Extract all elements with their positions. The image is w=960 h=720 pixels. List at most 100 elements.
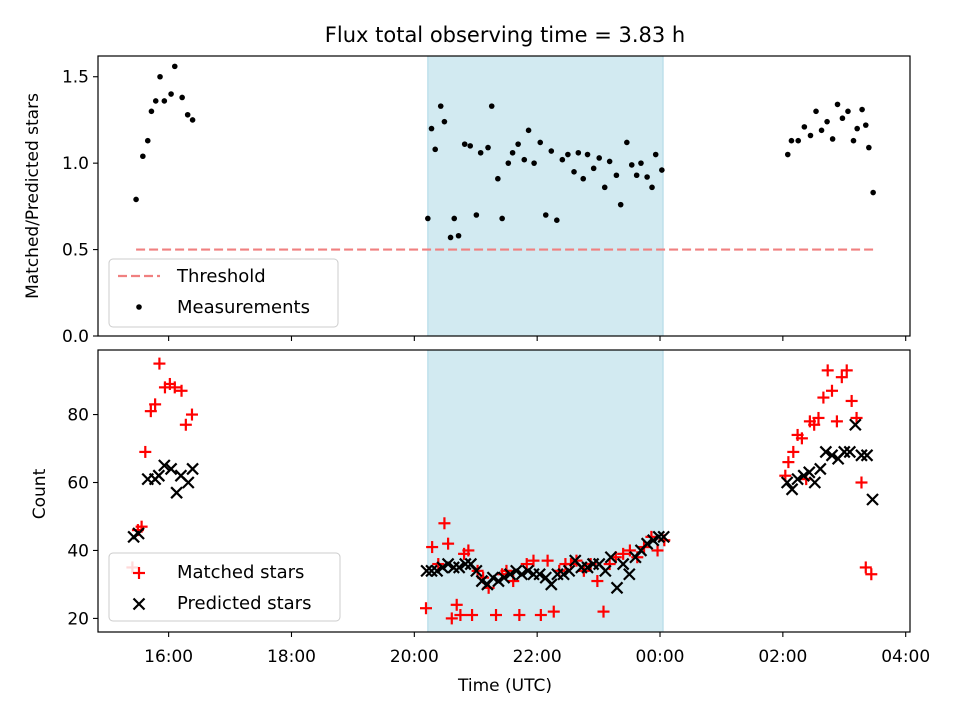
x-tick-label: 22:00 xyxy=(513,647,562,667)
x-tick-label: 20:00 xyxy=(390,647,439,667)
measurement-point xyxy=(525,127,532,134)
matched-star-point xyxy=(144,405,157,418)
measurement-point xyxy=(870,189,876,196)
measurement-point xyxy=(477,149,484,156)
measurement-point xyxy=(521,156,528,163)
count-panel-frame xyxy=(97,349,911,633)
measurement-point xyxy=(542,212,549,218)
x-tick-label: 16:00 xyxy=(144,647,193,667)
matched-star-point xyxy=(808,418,821,431)
ratio-y-axis-label: Matched/Predicted stars xyxy=(23,93,43,299)
x-tick-label: 02:00 xyxy=(758,647,807,667)
predicted-star-point xyxy=(791,472,804,486)
measurement-point xyxy=(184,111,191,118)
matched-star-point xyxy=(812,411,825,424)
predicted-star-point xyxy=(510,564,523,578)
predicted-star-point xyxy=(158,459,171,472)
predicted-star-point xyxy=(849,418,862,432)
predicted-star-point xyxy=(825,449,839,462)
count-x-ticks: 16:00 18:00 20:00 22:00 00:00 02:00 04:00 xyxy=(144,632,930,667)
measurement-point xyxy=(148,108,155,115)
predicted-star-point xyxy=(843,445,857,459)
measurement-point xyxy=(854,125,860,132)
measurement-point xyxy=(829,136,836,142)
measurement-point xyxy=(866,144,872,151)
measurement-point xyxy=(580,175,587,182)
matched-star-point xyxy=(859,561,872,574)
measurement-point xyxy=(485,144,491,151)
y-tick-label: 0.5 xyxy=(62,241,89,261)
count-shaded-band xyxy=(427,349,664,633)
matched-star-point xyxy=(445,612,458,625)
legend-matched-swatch xyxy=(133,567,145,579)
measurement-point xyxy=(862,122,869,128)
measurement-point xyxy=(171,63,178,70)
predicted-star-point xyxy=(447,561,460,574)
predicted-star-point xyxy=(808,476,822,489)
predicted-star-point xyxy=(780,476,794,489)
measurement-point xyxy=(531,160,537,166)
measurement-point xyxy=(788,137,795,144)
count-panel: 20 40 60 80 16:00 18:00 20:00 22:00 00:00 02:00 0… xyxy=(30,349,930,696)
measurement-point xyxy=(467,143,474,149)
matched-star-point xyxy=(520,558,533,571)
predicted-star-point xyxy=(838,445,851,459)
count-y-axis-label: Count xyxy=(30,468,50,519)
measurement-point xyxy=(649,184,655,191)
predicted-star-point xyxy=(610,581,624,595)
x-tick-label: 04:00 xyxy=(881,647,930,667)
count-y-ticks: 20 40 60 80 xyxy=(67,406,98,629)
predicted-star-point xyxy=(521,564,535,578)
matched-star-point xyxy=(513,609,526,622)
matched-star-point xyxy=(850,411,863,424)
matched-star-point xyxy=(597,605,610,618)
matched-star-point xyxy=(175,384,188,397)
measurement-point xyxy=(659,167,665,173)
measurement-point xyxy=(133,196,139,203)
measurement-point xyxy=(652,151,659,158)
measurement-point xyxy=(613,172,620,179)
matched-star-point xyxy=(835,371,848,384)
legend-matched-label: Matched stars xyxy=(177,562,304,583)
predicted-star-point xyxy=(497,571,511,584)
measurement-point xyxy=(537,139,544,146)
measurement-point xyxy=(638,160,644,166)
predicted-star-point xyxy=(657,530,670,544)
matched-star-point xyxy=(591,575,604,588)
matched-star-point xyxy=(450,598,463,611)
measurement-point xyxy=(189,117,196,123)
measurement-point xyxy=(644,174,650,180)
legend-plus-mark xyxy=(133,567,145,579)
predicted-star-point xyxy=(420,564,433,578)
predicted-star-point xyxy=(616,557,630,571)
measurement-point xyxy=(565,151,571,158)
predicted-star-point xyxy=(452,561,466,574)
measurement-point xyxy=(624,139,630,146)
predicted-star-point xyxy=(562,564,576,578)
y-tick-label: 20 xyxy=(67,609,89,629)
matched-star-point xyxy=(855,476,868,489)
matched-star-point xyxy=(490,609,503,622)
measurement-point xyxy=(845,108,851,115)
measurement-point xyxy=(850,137,857,144)
y-tick-label: 1.5 xyxy=(62,68,89,88)
predicted-star-point xyxy=(486,571,500,584)
matched-star-point xyxy=(787,445,800,458)
predicted-star-point xyxy=(785,483,799,496)
measurement-point xyxy=(559,156,566,163)
measurement-point xyxy=(590,165,597,172)
matched-star-point xyxy=(462,544,475,557)
y-tick-label: 40 xyxy=(67,541,89,561)
measurement-point xyxy=(807,132,814,139)
y-tick-label: 1.0 xyxy=(62,154,89,174)
matched-star-point xyxy=(466,609,479,622)
measurement-point xyxy=(795,137,802,144)
measurement-point xyxy=(461,141,468,147)
predicted-star-point xyxy=(623,567,636,581)
matched-star-point xyxy=(153,357,166,370)
predicted-star-point xyxy=(802,466,816,479)
predicted-star-point xyxy=(503,567,517,581)
ratio-marks xyxy=(133,63,876,251)
matched-star-point xyxy=(845,394,858,407)
